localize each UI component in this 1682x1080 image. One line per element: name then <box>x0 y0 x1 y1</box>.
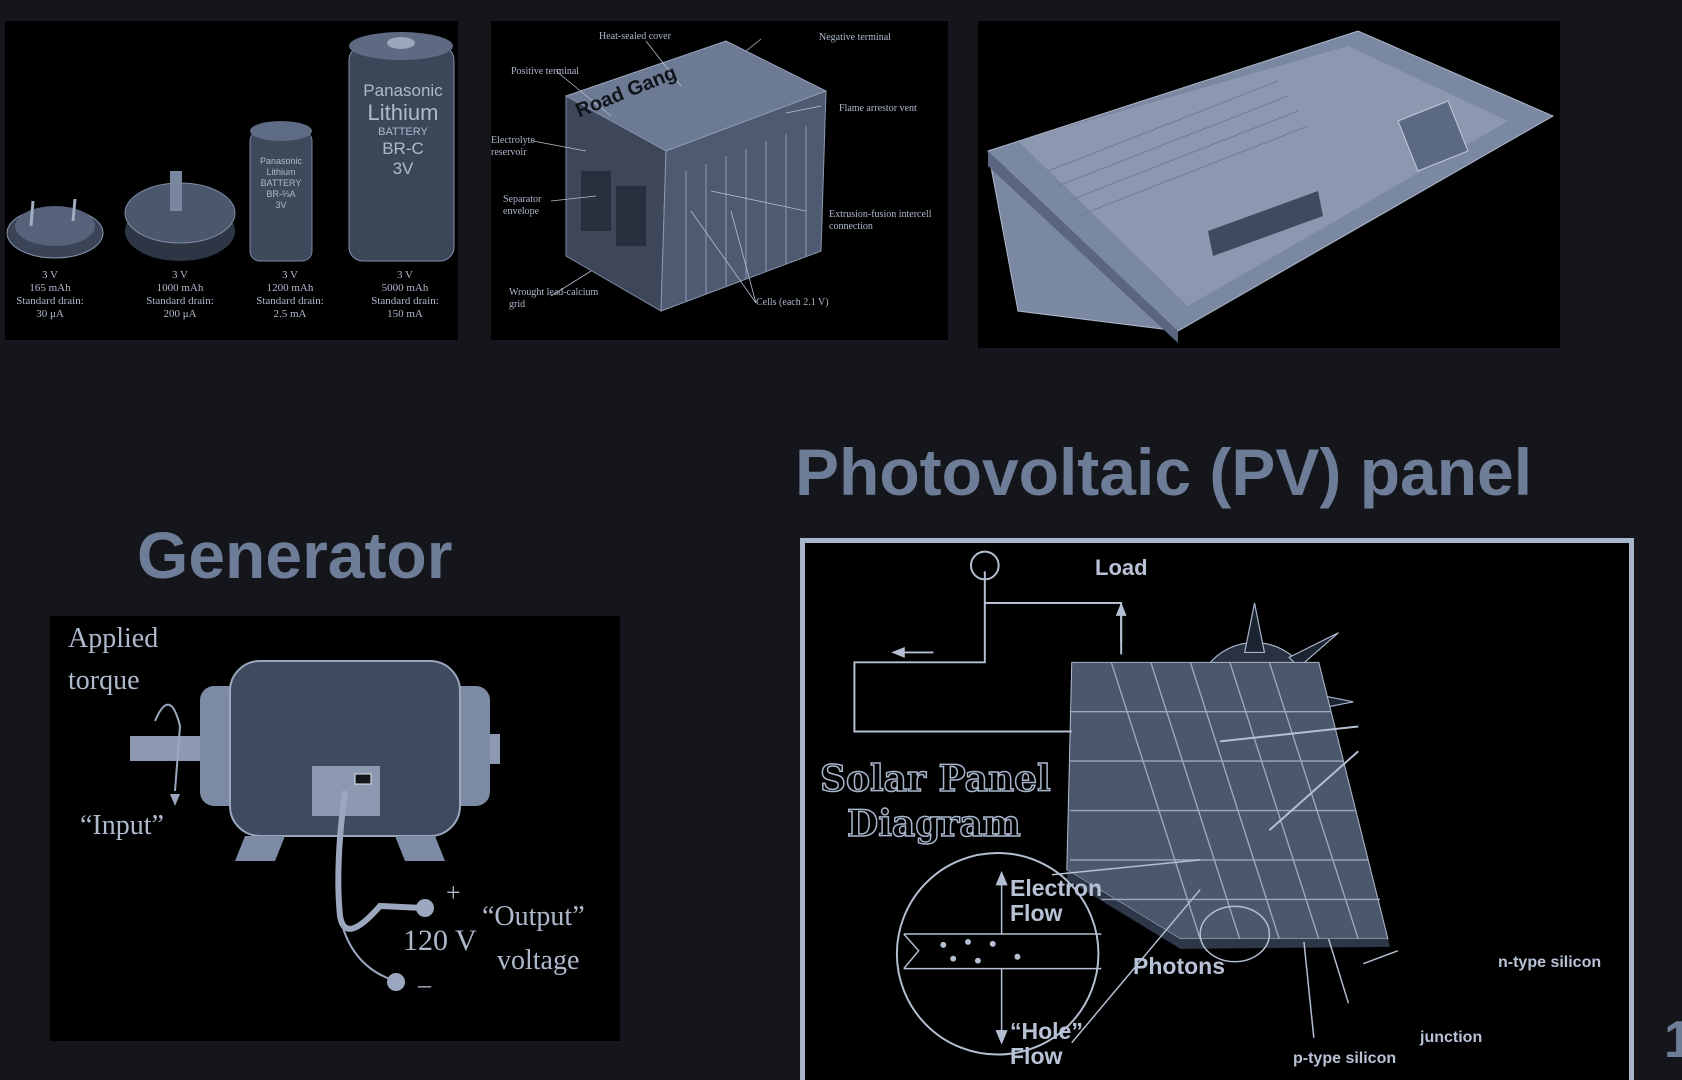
generator-label-volts: 120 V <box>403 924 477 957</box>
label-electrolyte-reservoir: Electrolyte reservoir <box>491 135 535 158</box>
solar-panel-illustration <box>853 550 1399 1056</box>
small-cell-brand: Panasonic Lithium BATTERY BR-⅔A 3V <box>259 156 303 210</box>
generator-label-plus: + <box>446 878 461 907</box>
big-cell-brand: Panasonic Lithium BATTERY BR-C 3V <box>363 81 443 178</box>
laptop-battery-image <box>978 21 1560 348</box>
generator-image: Applied torque “Input” + – 120 V “Output… <box>50 616 620 1041</box>
label-cells: Cells (each 2.1 V) <box>756 297 829 308</box>
solar-label-p-type: p-type silicon <box>1293 1050 1397 1067</box>
solar-label-hole-1: “Hole” <box>1010 1018 1083 1044</box>
solar-heading-line-1: Solar Panel <box>819 757 1051 801</box>
label-separator-envelope: Separator envelope <box>503 194 542 217</box>
coin-cells-illustration <box>6 32 455 262</box>
solar-heading-line-2: Diagram <box>846 802 1021 846</box>
generator-illustration <box>130 660 500 991</box>
battery-cutaway-illustration <box>532 38 828 312</box>
generator-label-voltage: voltage <box>497 945 580 976</box>
solar-label-hole-2: Flow <box>1010 1043 1063 1069</box>
coin-cells-image: Panasonic Lithium BATTERY BR-⅔A 3V Panas… <box>5 21 458 340</box>
cell-caption-4: 3 V 5000 mAh Standard drain: 150 mA <box>371 269 439 320</box>
generator-label-torque: torque <box>68 665 140 696</box>
solar-label-load: Load <box>1095 555 1148 580</box>
solar-label-electron-2: Flow <box>1010 900 1063 926</box>
solar-label-n-type: n-type silicon <box>1498 954 1602 971</box>
solar-label-electron-1: Electron <box>1010 875 1103 901</box>
page-number-fragment: 1 <box>1664 1011 1682 1069</box>
solar-label-junction: junction <box>1420 1029 1483 1046</box>
solar-label-photons: Photons <box>1133 953 1225 979</box>
label-positive-terminal: Positive terminal <box>511 66 580 77</box>
cell-caption-1: 3 V 165 mAh Standard drain: 30 μA <box>16 269 84 320</box>
generator-label-input: “Input” <box>80 810 164 841</box>
cell-caption-3: 3 V 1200 mAh Standard drain: 2.5 mA <box>256 269 324 320</box>
label-heat-sealed-cover: Heat-sealed cover <box>599 31 671 42</box>
label-flame-arrestor-vent: Flame arrestor vent <box>839 103 917 114</box>
solar-panel-diagram: Load Solar Panel Diagram Electron Flow P… <box>800 538 1634 1080</box>
label-negative-terminal: Negative terminal <box>819 32 891 43</box>
generator-label-applied: Applied <box>68 623 159 654</box>
cell-caption-2: 3 V 1000 mAh Standard drain: 200 μA <box>146 269 214 320</box>
generator-label-minus: – <box>418 970 431 999</box>
label-lead-calcium-grid: Wrought lead-calcium grid <box>509 287 599 310</box>
label-extrusion-fusion: Extrusion-fusion intercell connection <box>829 209 932 232</box>
generator-title: Generator <box>137 518 453 592</box>
generator-label-output: “Output” <box>482 901 585 932</box>
laptop-battery-illustration <box>987 30 1555 343</box>
pv-panel-title: Photovoltaic (PV) panel <box>795 435 1533 509</box>
lead-acid-battery-image: Road Gang Heat-sealed cover Negative ter… <box>491 21 948 340</box>
